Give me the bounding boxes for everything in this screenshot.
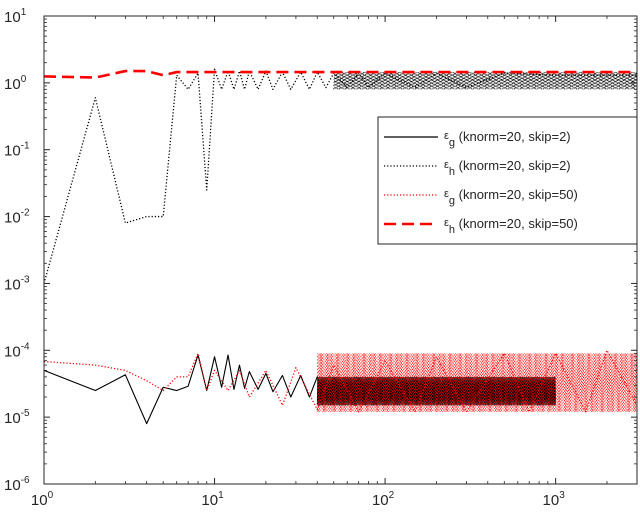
y-tick-label-3: 10-2 <box>4 208 30 227</box>
legend-params-4: (knorm=20, skip=50) <box>455 216 578 231</box>
legend-symbol-2: ε <box>444 159 449 171</box>
series-3 <box>43 349 638 413</box>
legend-symbol-1: ε <box>444 130 449 142</box>
y-tick-label-4: 10-3 <box>4 274 30 293</box>
legend-symbol-3: ε <box>444 188 449 200</box>
y-tick-exponent-5: -4 <box>21 341 30 352</box>
y-tick-label-1: 100 <box>4 74 27 93</box>
legend-params-2: (knorm=20, skip=2) <box>455 158 571 173</box>
series-2 <box>43 68 638 284</box>
legend-subscript-2: h <box>449 166 455 178</box>
y-tick-exponent-6: -5 <box>21 408 30 419</box>
y-tick-exponent-1: 0 <box>21 74 27 85</box>
series-2-line <box>43 68 637 284</box>
legend-label-3: εg (knorm=20, skip=50) <box>444 187 578 207</box>
legend-label-2: εh (knorm=20, skip=2) <box>444 158 571 178</box>
x-tick-exponent-2: 2 <box>389 490 395 501</box>
y-tick-exponent-3: -2 <box>21 208 30 219</box>
x-tick-label-1: 101 <box>201 490 224 509</box>
x-tick-exponent-0: 0 <box>48 490 54 501</box>
legend-subscript-1: g <box>449 137 455 149</box>
series-4 <box>43 69 637 79</box>
y-tick-exponent-2: -1 <box>21 141 30 152</box>
legend-subscript-3: g <box>449 195 455 207</box>
legend-params-3: (knorm=20, skip=50) <box>455 187 578 202</box>
y-tick-label-6: 10-5 <box>4 408 30 427</box>
legend-params-1: (knorm=20, skip=2) <box>455 129 571 144</box>
plot-frame <box>43 15 638 485</box>
y-tick-label-5: 10-4 <box>4 341 30 360</box>
y-tick-exponent-7: -6 <box>21 475 30 486</box>
series-layer <box>43 68 638 425</box>
y-tick-label-0: 101 <box>4 7 27 26</box>
series-3-line <box>43 349 638 413</box>
x-tick-exponent-3: 3 <box>559 490 565 501</box>
x-tick-label-2: 102 <box>372 490 395 509</box>
series-3-dense-band <box>316 353 638 412</box>
series-4-line <box>43 69 637 79</box>
x-tick-exponent-1: 1 <box>218 490 224 501</box>
y-tick-label-2: 10-1 <box>4 141 30 160</box>
legend-label-4: εh (knorm=20, skip=50) <box>444 216 578 236</box>
legend-symbol-4: ε <box>444 217 449 229</box>
x-tick-label-0: 100 <box>31 490 54 509</box>
legend: εg (knorm=20, skip=2)εh (knorm=20, skip=… <box>377 116 638 245</box>
legend-subscript-4: h <box>449 224 455 236</box>
legend-label-1: εg (knorm=20, skip=2) <box>444 129 571 149</box>
y-tick-exponent-4: -3 <box>21 274 30 285</box>
x-tick-label-3: 103 <box>543 490 566 509</box>
y-tick-label-7: 10-6 <box>4 475 30 494</box>
y-tick-exponent-0: 1 <box>21 7 27 18</box>
